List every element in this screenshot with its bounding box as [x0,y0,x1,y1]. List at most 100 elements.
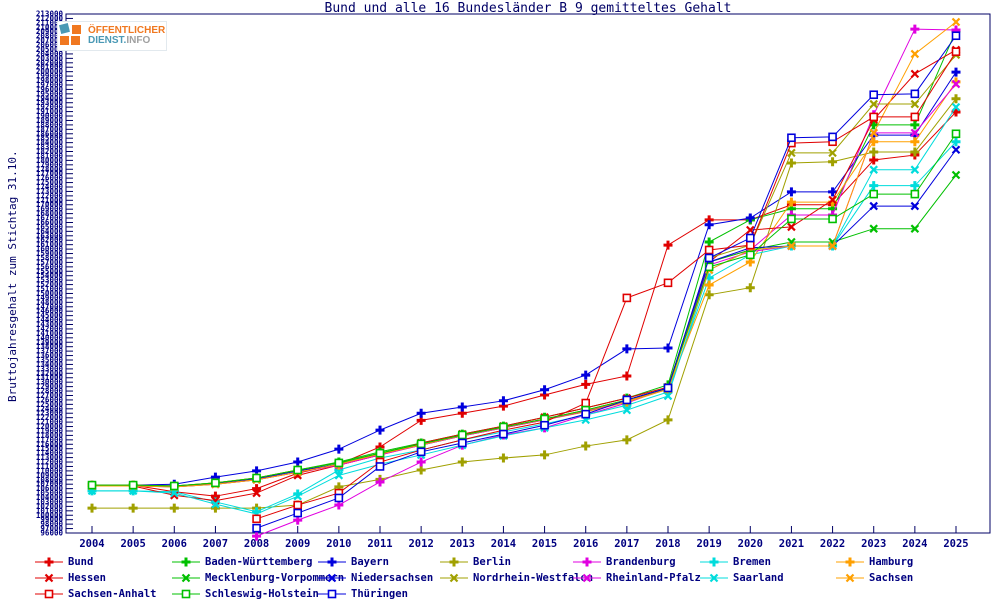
legend-item-Bund: Bund [35,556,93,568]
svg-text:2020: 2020 [738,538,763,550]
svg-text:159000: 159000 [36,249,64,258]
legend-marker-cross [836,573,864,583]
legend-item-Hessen: Hessen [35,572,106,584]
svg-text:179000: 179000 [36,160,64,169]
legend-label: Rheinland-Pfalz [606,572,701,584]
svg-text:203000: 203000 [36,54,64,63]
legend-item-Thüringen: Thüringen [318,588,408,600]
svg-text:200000: 200000 [36,67,64,76]
svg-text:184000: 184000 [36,138,64,147]
svg-text:2018: 2018 [655,538,680,550]
svg-text:128000: 128000 [36,387,64,396]
svg-text:134000: 134000 [36,360,64,369]
svg-text:186000: 186000 [36,129,64,138]
svg-text:177000: 177000 [36,169,64,178]
svg-text:2025: 2025 [943,538,968,550]
svg-text:2011: 2011 [367,538,392,550]
series-Niedersachsen [87,145,961,491]
legend-label: Thüringen [351,588,408,600]
legend-label: Mecklenburg-Vorpommern [205,572,345,584]
plot-frame [65,13,991,534]
svg-text:169000: 169000 [36,205,64,214]
svg-text:2004: 2004 [79,538,104,550]
svg-text:199000: 199000 [36,72,64,81]
svg-text:161000: 161000 [36,240,64,249]
svg-text:168000: 168000 [36,209,64,218]
svg-text:2015: 2015 [532,538,557,550]
series-Saarland [87,102,961,519]
svg-text:166000: 166000 [36,218,64,227]
svg-text:154000: 154000 [36,271,64,280]
legend-label: Schleswig-Holstein [205,588,319,600]
svg-text:178000: 178000 [36,165,64,174]
svg-text:130000: 130000 [36,378,64,387]
legend-marker-cross [172,573,200,583]
svg-text:2022: 2022 [820,538,845,550]
legend-marker-square [318,589,346,599]
svg-text:138000: 138000 [36,342,64,351]
svg-text:175000: 175000 [36,178,64,187]
legend-label: Saarland [733,572,784,584]
svg-text:205000: 205000 [36,45,64,54]
svg-text:151000: 151000 [36,285,64,294]
legend-item-Berlin: Berlin [440,556,511,568]
svg-text:204000: 204000 [36,49,64,58]
svg-text:102000: 102000 [36,502,64,511]
svg-text:98000: 98000 [40,520,63,529]
series-Bund [87,107,961,501]
svg-text:193000: 193000 [36,98,64,107]
series-Schleswig-Holstein [87,129,961,491]
legend-label: Sachsen-Anhalt [68,588,157,600]
svg-text:2009: 2009 [285,538,310,550]
svg-text:117000: 117000 [36,435,64,444]
legend-label: Berlin [473,556,511,568]
svg-text:2014: 2014 [491,538,516,550]
legend-label: Hamburg [869,556,914,568]
svg-text:157000: 157000 [36,258,64,267]
svg-text:2021: 2021 [779,538,804,550]
legend-marker-square [35,589,63,599]
svg-text:133000: 133000 [36,364,64,373]
svg-text:131000: 131000 [36,373,64,382]
svg-text:158000: 158000 [36,253,64,262]
svg-text:116000: 116000 [36,440,64,449]
legend-item-Saarland: Saarland [700,572,784,584]
svg-text:180000: 180000 [36,156,64,165]
svg-text:190000: 190000 [36,112,64,121]
legend-marker-plus [836,557,864,567]
svg-text:176000: 176000 [36,174,64,183]
legend-item-Niedersachsen: Niedersachsen [318,572,433,584]
svg-text:114000: 114000 [36,449,64,458]
legend-item-Nordrhein-Westfalen: Nordrhein-Westfalen [440,572,593,584]
series-Sachsen-Anhalt [252,47,961,524]
svg-text:119000: 119000 [36,426,64,435]
legend-marker-cross [700,573,728,583]
svg-text:155000: 155000 [36,267,64,276]
logo-icon [59,23,84,48]
svg-text:206000: 206000 [36,41,64,50]
svg-text:173000: 173000 [36,187,64,196]
svg-text:189000: 189000 [36,116,64,125]
svg-text:144000: 144000 [36,316,64,325]
legend-marker-plus [440,557,468,567]
svg-text:174000: 174000 [36,183,64,192]
logo-text-line1: ÖFFENTLICHER [88,25,166,36]
svg-text:101000: 101000 [36,506,64,515]
svg-text:113000: 113000 [36,453,64,462]
legend-marker-plus [700,557,728,567]
svg-text:185000: 185000 [36,134,64,143]
series-Thüringen [252,31,961,533]
y-axis-ticks: 9600097000980009900010000010100010200010… [36,10,73,538]
svg-text:181000: 181000 [36,151,64,160]
svg-text:2013: 2013 [450,538,475,550]
svg-text:191000: 191000 [36,107,64,116]
svg-text:112000: 112000 [36,458,64,467]
legend-item-Bayern: Bayern [318,556,389,568]
svg-text:104000: 104000 [36,493,64,502]
logo-text-info: INFO [126,35,151,46]
svg-text:147000: 147000 [36,302,64,311]
legend-label: Bremen [733,556,771,568]
svg-text:152000: 152000 [36,280,64,289]
svg-text:211000: 211000 [36,18,64,27]
